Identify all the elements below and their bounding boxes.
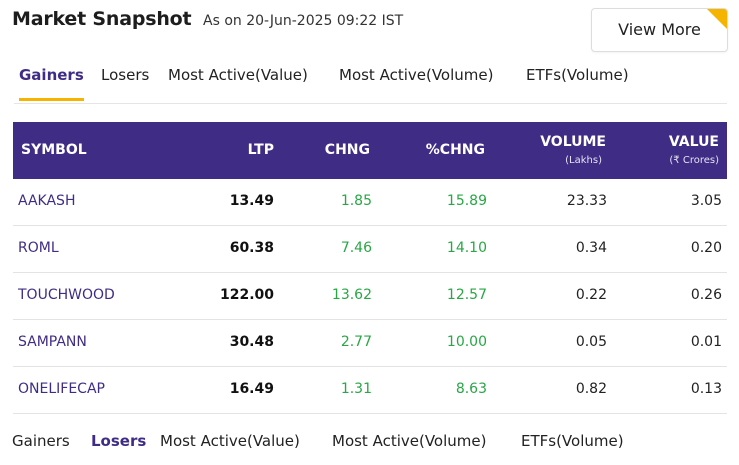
header-volume-unit: (Lakhs): [565, 155, 602, 166]
value-value: 3.05: [690, 193, 722, 209]
ltp-value: 16.49: [229, 381, 274, 397]
tab-label: ETFs(Volume): [521, 432, 624, 450]
pchng-value: 8.63: [455, 381, 487, 397]
tab-losers[interactable]: Losers: [91, 432, 146, 450]
tab-label: Gainers: [19, 66, 84, 84]
view-more-button[interactable]: View More: [591, 8, 728, 52]
corner-accent-icon: [707, 9, 727, 29]
pchng-value: 15.89: [446, 193, 487, 209]
snapshot-header: Market Snapshot As on 20-Jun-2025 09:22 …: [0, 0, 739, 60]
tab-most-active-value[interactable]: Most Active(Value): [160, 432, 300, 450]
tab-label: Most Active(Value): [160, 432, 300, 450]
bottom-tab-bar: Gainers Losers Most Active(Value) Most A…: [0, 428, 739, 458]
chng-value: 2.77: [340, 334, 372, 350]
table-header: SYMBOL LTP CHNG %CHNG VOLUME (Lakhs) VAL…: [13, 122, 727, 179]
tab-divider: [14, 103, 727, 104]
ltp-value: 13.49: [229, 193, 274, 209]
table-row: ONELIFECAP 16.49 1.31 8.63 0.82 0.13: [13, 367, 727, 414]
table-row: TOUCHWOOD 122.00 13.62 12.57 0.22 0.26: [13, 273, 727, 320]
gainers-table: SYMBOL LTP CHNG %CHNG VOLUME (Lakhs) VAL…: [13, 122, 727, 414]
header-value-unit: (₹ Crores): [669, 155, 719, 166]
chng-value: 7.46: [340, 240, 372, 256]
view-more-label: View More: [618, 20, 701, 39]
tab-label: Most Active(Volume): [339, 66, 494, 84]
tab-label: Most Active(Value): [168, 66, 308, 84]
page-title: Market Snapshot: [12, 8, 192, 30]
pchng-value: 14.10: [446, 240, 487, 256]
tab-most-active-volume[interactable]: Most Active(Volume): [339, 66, 493, 84]
pchng-value: 10.00: [446, 334, 487, 350]
tab-etfs-volume[interactable]: ETFs(Volume): [526, 66, 629, 84]
value-value: 0.26: [690, 287, 722, 303]
value-value: 0.01: [690, 334, 722, 350]
header-chng[interactable]: CHNG: [324, 142, 370, 158]
tab-most-active-volume[interactable]: Most Active(Volume): [332, 432, 486, 450]
table-row: SAMPANN 30.48 2.77 10.00 0.05 0.01: [13, 320, 727, 367]
top-tab-bar: Gainers Losers Most Active(Value) Most A…: [0, 62, 739, 104]
tab-etfs-volume[interactable]: ETFs(Volume): [521, 432, 624, 450]
table-row: ROML 60.38 7.46 14.10 0.34 0.20: [13, 226, 727, 273]
volume-value: 0.05: [575, 334, 607, 350]
tab-label: ETFs(Volume): [526, 66, 629, 84]
header-volume[interactable]: VOLUME: [540, 134, 606, 150]
value-value: 0.13: [690, 381, 722, 397]
pchng-value: 12.57: [446, 287, 487, 303]
tab-gainers[interactable]: Gainers: [12, 432, 70, 450]
active-tab-underline: [19, 98, 84, 101]
chng-value: 1.85: [340, 193, 372, 209]
volume-value: 0.22: [575, 287, 607, 303]
tab-label: Losers: [91, 432, 147, 450]
chng-value: 13.62: [331, 287, 372, 303]
volume-value: 0.82: [575, 381, 607, 397]
header-pchng[interactable]: %CHNG: [425, 142, 485, 158]
volume-value: 0.34: [575, 240, 607, 256]
ltp-value: 30.48: [229, 334, 274, 350]
tab-most-active-value[interactable]: Most Active(Value): [168, 66, 308, 84]
symbol-link[interactable]: SAMPANN: [18, 334, 87, 350]
ltp-value: 60.38: [229, 240, 274, 256]
symbol-link[interactable]: ROML: [18, 240, 59, 256]
header-symbol[interactable]: SYMBOL: [21, 142, 87, 158]
header-value[interactable]: VALUE: [668, 134, 719, 150]
tab-gainers[interactable]: Gainers: [19, 66, 84, 101]
symbol-link[interactable]: ONELIFECAP: [18, 381, 105, 397]
as-on-timestamp: As on 20-Jun-2025 09:22 IST: [203, 13, 404, 29]
symbol-link[interactable]: TOUCHWOOD: [18, 287, 115, 303]
tab-label: Gainers: [12, 432, 70, 450]
symbol-link[interactable]: AAKASH: [18, 193, 76, 209]
tab-label: Losers: [101, 66, 150, 84]
value-value: 0.20: [690, 240, 722, 256]
header-ltp[interactable]: LTP: [247, 142, 274, 158]
chng-value: 1.31: [340, 381, 372, 397]
ltp-value: 122.00: [219, 287, 274, 303]
volume-value: 23.33: [566, 193, 607, 209]
tab-losers[interactable]: Losers: [101, 66, 149, 84]
table-row: AAKASH 13.49 1.85 15.89 23.33 3.05: [13, 179, 727, 226]
tab-label: Most Active(Volume): [332, 432, 487, 450]
